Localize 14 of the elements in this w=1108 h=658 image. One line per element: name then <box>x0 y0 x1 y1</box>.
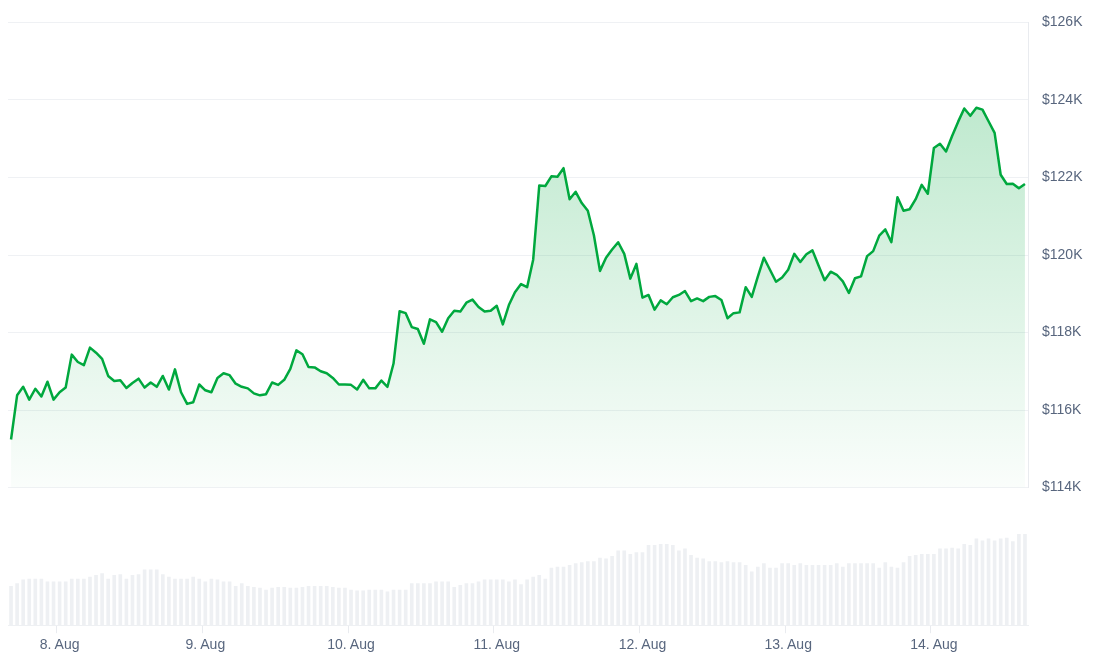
x-tick-label: 13. Aug <box>764 636 812 653</box>
y-tick-label: $116K <box>1042 400 1083 417</box>
x-tick-label: 11. Aug <box>473 636 520 653</box>
y-tick-label: $126K <box>1042 13 1084 30</box>
y-tick-label: $118K <box>1042 323 1083 340</box>
x-tick-label: 12. Aug <box>618 636 667 653</box>
y-tick-label: $122K <box>1042 168 1084 185</box>
x-tick-label: 10. Aug <box>327 636 375 653</box>
y-tick-label: $114K <box>1042 478 1083 495</box>
y-tick-label: $124K <box>1042 90 1084 107</box>
y-tick-label: $120K <box>1042 245 1084 262</box>
x-tick-label: 14. Aug <box>910 636 958 653</box>
x-tick-label: 8. Aug <box>39 636 80 653</box>
x-tick-label: 9. Aug <box>185 636 226 653</box>
